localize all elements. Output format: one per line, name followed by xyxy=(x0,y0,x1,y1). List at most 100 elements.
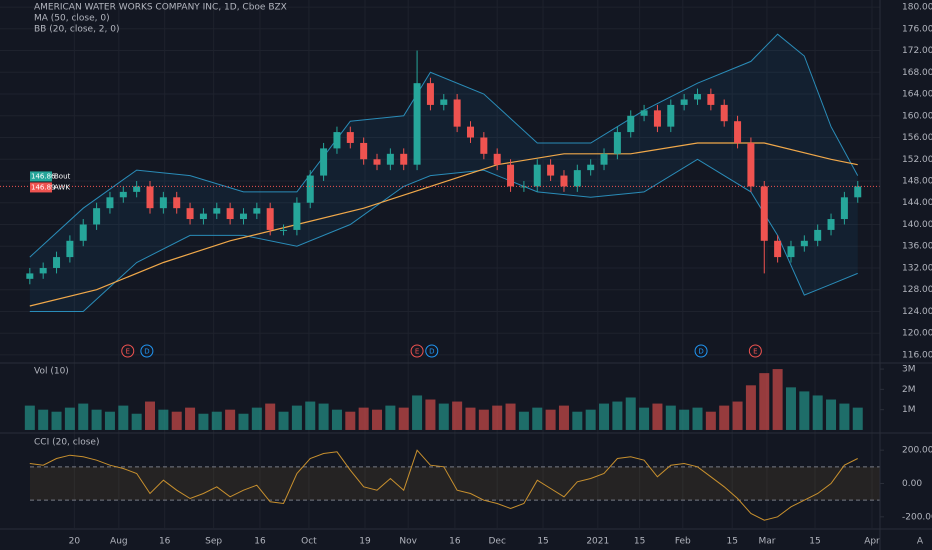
candle-body xyxy=(466,126,474,138)
x-tick-label: Aug xyxy=(110,537,128,547)
cci-band xyxy=(30,466,880,501)
candle-body xyxy=(173,197,181,209)
x-tick-label: Mar xyxy=(758,537,775,547)
candle-body xyxy=(400,153,408,165)
price-tag-name: AWK xyxy=(54,183,70,191)
volume-bar xyxy=(492,405,503,430)
candle-body xyxy=(159,197,167,209)
x-tick-label: 16 xyxy=(159,537,171,547)
volume-bar xyxy=(772,369,783,430)
volume-bar xyxy=(438,403,449,430)
event-label: D xyxy=(144,348,149,356)
bb-upper xyxy=(29,33,859,258)
y-tick-label: 3M xyxy=(902,365,916,375)
y-tick-label: 160.00 xyxy=(902,111,932,121)
candle-body xyxy=(573,170,581,187)
candle-body xyxy=(373,159,381,165)
volume-bar xyxy=(505,403,516,430)
event-marker xyxy=(121,344,135,358)
candle-body xyxy=(814,229,822,241)
event-label: D xyxy=(429,348,434,356)
y-tick-label: 124.00 xyxy=(902,307,932,317)
volume-bar xyxy=(839,403,850,430)
volume-bar xyxy=(331,409,342,430)
y-tick-label: -200.00 xyxy=(902,512,932,522)
price-tag xyxy=(30,182,52,193)
candle-body xyxy=(266,208,274,230)
volume-bar xyxy=(625,397,636,430)
volume-bar xyxy=(826,399,837,430)
volume-bar xyxy=(291,405,302,430)
volume-bar xyxy=(465,407,476,430)
volume-bar xyxy=(705,411,716,430)
price-tag-value: 146.89 xyxy=(31,183,56,191)
volume-bar xyxy=(692,407,703,430)
candle-body xyxy=(734,121,742,143)
volume-bar xyxy=(145,401,156,430)
x-tick-label: 15 xyxy=(537,537,548,547)
candle-body xyxy=(186,208,194,220)
volume-bar xyxy=(665,405,676,430)
y-tick-label: 168.00 xyxy=(902,68,932,78)
auto-scale[interactable]: A xyxy=(917,537,924,547)
grid xyxy=(0,0,880,528)
indicator-label: CCI (20, close) xyxy=(34,438,99,448)
candle-body xyxy=(480,137,488,154)
candle-body xyxy=(53,257,61,268)
candle-body xyxy=(560,175,568,187)
x-tick-label: Sep xyxy=(205,537,222,547)
y-tick-label: 0.00 xyxy=(902,479,922,489)
candle-body xyxy=(440,99,448,105)
event-marker xyxy=(425,344,439,358)
volume-bar xyxy=(372,409,383,430)
volume-bar xyxy=(305,401,316,430)
candle-body xyxy=(760,186,768,241)
x-tick-label: 2021 xyxy=(586,537,609,547)
candle-body xyxy=(413,83,421,165)
y-tick-label: 128.00 xyxy=(902,285,932,295)
candle-body xyxy=(854,186,862,198)
candle-body xyxy=(66,240,74,258)
price-tag-value: 146.86 xyxy=(31,172,56,180)
candle-body xyxy=(426,83,434,105)
volume-bar xyxy=(412,395,423,430)
candle-body xyxy=(640,110,648,116)
candle-body xyxy=(226,208,234,220)
y-tick-label: 136.00 xyxy=(902,242,932,252)
indicator-label: BB (20, close, 2, 0) xyxy=(34,25,119,35)
candle-body xyxy=(39,267,47,274)
y-tick-label: 200.00 xyxy=(902,446,932,456)
candle-body xyxy=(800,240,808,247)
volume-bar xyxy=(238,413,249,430)
candle-body xyxy=(119,191,127,198)
volume-bar xyxy=(318,403,329,430)
candle-body xyxy=(507,164,515,187)
candle-body xyxy=(386,153,394,165)
volume-bar xyxy=(745,385,756,430)
plot: 20 Aug 16 Sep 16 Oct 19 Nov 16 Dec 15 2021 15 Feb 15 Ma… xyxy=(0,3,932,547)
y-tick-label: 164.00 xyxy=(902,90,932,100)
x-tick-label: 20 xyxy=(69,537,81,547)
event-marker xyxy=(140,344,154,358)
candle-body xyxy=(253,208,261,214)
candle-body xyxy=(694,94,702,100)
volume-bar xyxy=(425,399,436,430)
volume-bar xyxy=(38,409,49,430)
volume-bar xyxy=(518,411,529,430)
volume-bar xyxy=(385,405,396,430)
event-marker xyxy=(410,344,424,358)
volume-bar xyxy=(78,403,89,430)
chart-title: AMERICAN WATER WORKS COMPANY INC, 1D, Cb… xyxy=(34,3,287,13)
volume-bar xyxy=(225,409,236,430)
event-label: E xyxy=(753,348,757,356)
volume-bar xyxy=(251,407,262,430)
volume-bar xyxy=(732,401,743,430)
volume-bar xyxy=(679,409,690,430)
indicator-label: MA (50, close, 0) xyxy=(34,14,110,24)
x-tick-label: 15 xyxy=(809,537,820,547)
candle-body xyxy=(720,104,728,122)
volume-bar xyxy=(158,409,169,430)
volume-bar xyxy=(759,373,770,430)
candle-body xyxy=(747,142,755,187)
